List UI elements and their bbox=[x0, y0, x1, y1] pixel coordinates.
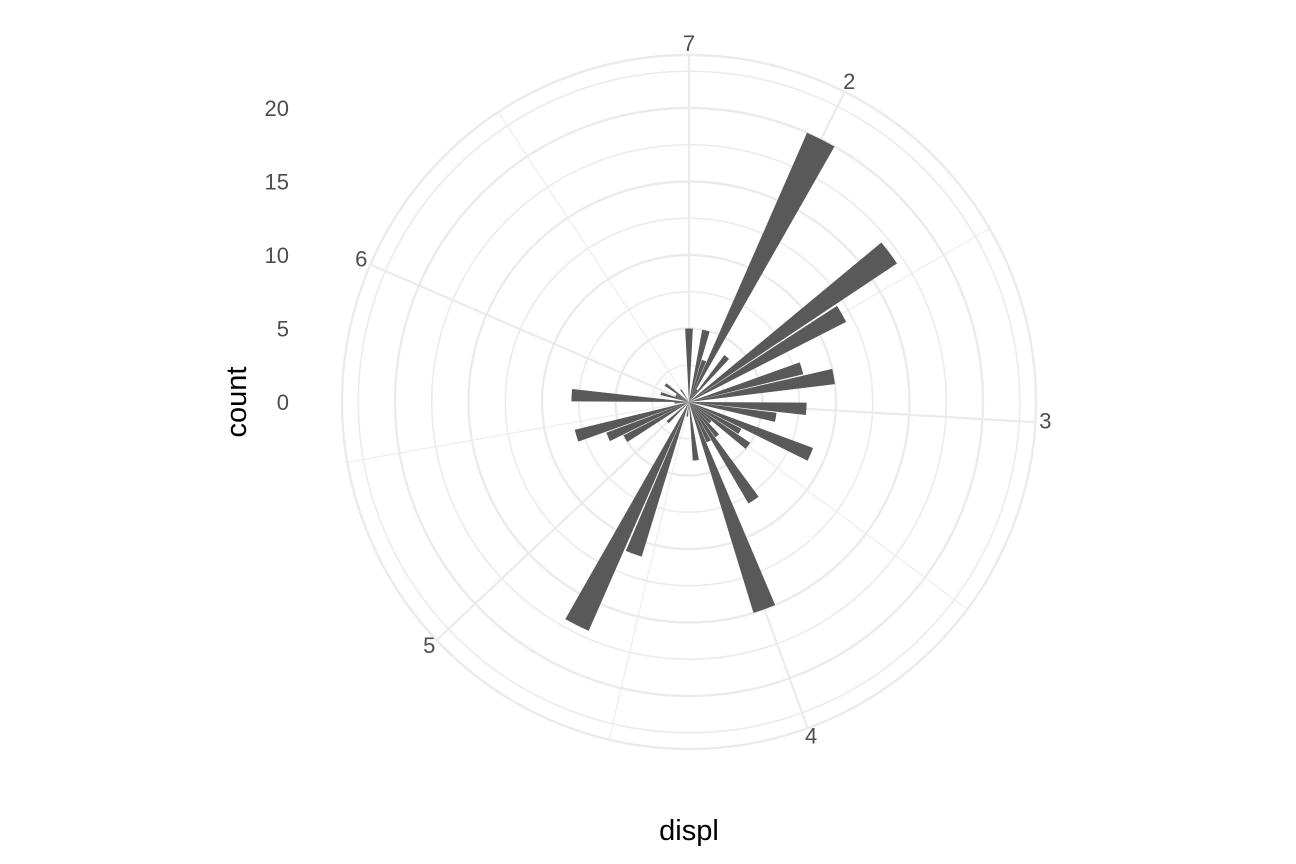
x-tick-label: 4 bbox=[805, 723, 817, 748]
radial-tick-labels: 0 5 10 15 20 bbox=[265, 96, 289, 415]
grid-spoke-minor bbox=[497, 111, 690, 403]
bar bbox=[623, 402, 689, 443]
bar bbox=[689, 329, 710, 402]
bar bbox=[689, 402, 777, 422]
bar bbox=[689, 402, 807, 415]
bar bbox=[571, 389, 689, 402]
bar bbox=[565, 402, 689, 631]
x-axis-title: displ bbox=[659, 815, 719, 847]
grid-spoke-minor bbox=[347, 401, 690, 463]
bar bbox=[686, 402, 689, 417]
bar bbox=[689, 402, 776, 613]
bar bbox=[689, 402, 742, 435]
bars bbox=[565, 132, 897, 631]
grid-spoke-major bbox=[435, 401, 690, 641]
bar bbox=[689, 368, 835, 402]
y-tick-label: 15 bbox=[265, 170, 289, 195]
bar bbox=[689, 402, 814, 461]
bar bbox=[660, 392, 689, 402]
bar bbox=[674, 402, 689, 404]
bar bbox=[689, 362, 804, 402]
bar bbox=[675, 395, 689, 402]
y-tick-label: 20 bbox=[265, 96, 289, 121]
bar bbox=[574, 402, 689, 442]
bar bbox=[689, 402, 712, 424]
bar bbox=[689, 402, 759, 504]
x-tick-label: 2 bbox=[843, 69, 855, 94]
bar bbox=[689, 402, 699, 461]
bar bbox=[675, 393, 689, 402]
bar bbox=[689, 359, 707, 402]
bar bbox=[689, 402, 720, 438]
y-tick-label: 0 bbox=[277, 390, 289, 415]
x-tick-label: 7 bbox=[683, 31, 695, 56]
bar bbox=[689, 389, 698, 402]
y-tick-label: 10 bbox=[265, 243, 289, 268]
x-tick-label: 3 bbox=[1039, 409, 1051, 434]
y-axis-title: count bbox=[221, 367, 253, 438]
bar bbox=[666, 402, 689, 424]
bar bbox=[625, 402, 689, 557]
bar bbox=[689, 305, 847, 402]
bar bbox=[664, 383, 689, 402]
x-tick-label: 5 bbox=[423, 633, 435, 658]
bar bbox=[689, 242, 897, 402]
grid-spoke-major bbox=[369, 263, 690, 404]
grid-spoke-minor bbox=[608, 401, 690, 740]
bar bbox=[685, 328, 693, 402]
bar bbox=[689, 402, 711, 443]
angular-tick-labels: 2 3 4 5 6 7 bbox=[355, 31, 1051, 749]
bar bbox=[689, 132, 835, 403]
y-tick-label: 5 bbox=[277, 317, 289, 342]
bar bbox=[680, 389, 689, 402]
bar bbox=[606, 402, 689, 442]
bar bbox=[689, 355, 730, 402]
x-tick-label: 6 bbox=[355, 246, 367, 271]
bar bbox=[689, 402, 751, 449]
